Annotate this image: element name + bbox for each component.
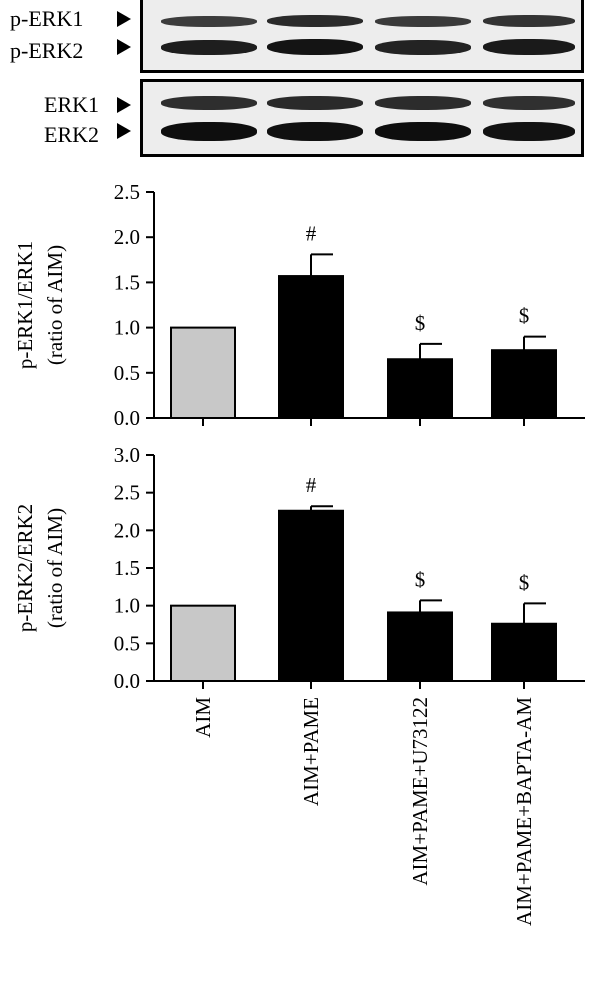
arrow-icon bbox=[117, 97, 131, 113]
y-tick-label: 1.5 bbox=[114, 556, 140, 580]
arrow-icon bbox=[117, 123, 131, 139]
y-axis-label: p-ERK2/ERK2 bbox=[13, 504, 37, 632]
y-axis-label: p-ERK1/ERK1 bbox=[13, 241, 37, 369]
arrow-icon bbox=[117, 39, 131, 55]
y-tick-label: 0.0 bbox=[114, 406, 140, 430]
bar bbox=[491, 622, 557, 682]
y-tick-label: 1.0 bbox=[114, 316, 140, 340]
bar bbox=[278, 275, 344, 419]
arrow-icon bbox=[117, 11, 131, 27]
y-tick-label: 0.5 bbox=[114, 361, 140, 385]
bar bbox=[387, 611, 453, 682]
blot-label-erk1: ERK1 bbox=[44, 92, 99, 117]
bar bbox=[170, 326, 236, 420]
blot-image-phospho bbox=[140, 0, 584, 73]
y-axis-label: (ratio of AIM) bbox=[43, 508, 67, 628]
y-tick-label: 1.5 bbox=[114, 270, 140, 294]
x-tick-label: AIM+PAME+BAPTA-AM bbox=[512, 697, 536, 926]
blot-label-p-erk2: p-ERK2 bbox=[10, 38, 84, 63]
y-tick-label: 0.0 bbox=[114, 669, 140, 693]
significance-marker: $ bbox=[519, 570, 530, 594]
y-tick-label: 2.5 bbox=[114, 180, 140, 204]
y-tick-label: 2.5 bbox=[114, 481, 140, 505]
bar bbox=[170, 604, 236, 683]
significance-marker: $ bbox=[519, 304, 530, 328]
significance-marker: $ bbox=[415, 311, 426, 335]
y-axis-label: (ratio of AIM) bbox=[43, 245, 67, 365]
blot-label-p-erk1: p-ERK1 bbox=[10, 6, 84, 31]
significance-marker: # bbox=[306, 473, 317, 497]
y-tick-label: 3.0 bbox=[114, 443, 140, 467]
blot-label-erk2: ERK2 bbox=[44, 122, 99, 147]
y-tick-label: 2.0 bbox=[114, 518, 140, 542]
x-tick-label: AIM+PAME bbox=[299, 697, 323, 806]
y-tick-label: 0.5 bbox=[114, 631, 140, 655]
significance-marker: # bbox=[306, 221, 317, 245]
blot-image-total bbox=[140, 79, 584, 157]
x-tick-label: AIM bbox=[191, 697, 215, 738]
y-tick-label: 1.0 bbox=[114, 594, 140, 618]
bar bbox=[278, 509, 344, 682]
x-tick-label: AIM+PAME+U73122 bbox=[408, 697, 432, 886]
bar bbox=[491, 349, 557, 420]
bar bbox=[387, 358, 453, 419]
significance-marker: $ bbox=[415, 567, 426, 591]
y-tick-label: 2.0 bbox=[114, 225, 140, 249]
